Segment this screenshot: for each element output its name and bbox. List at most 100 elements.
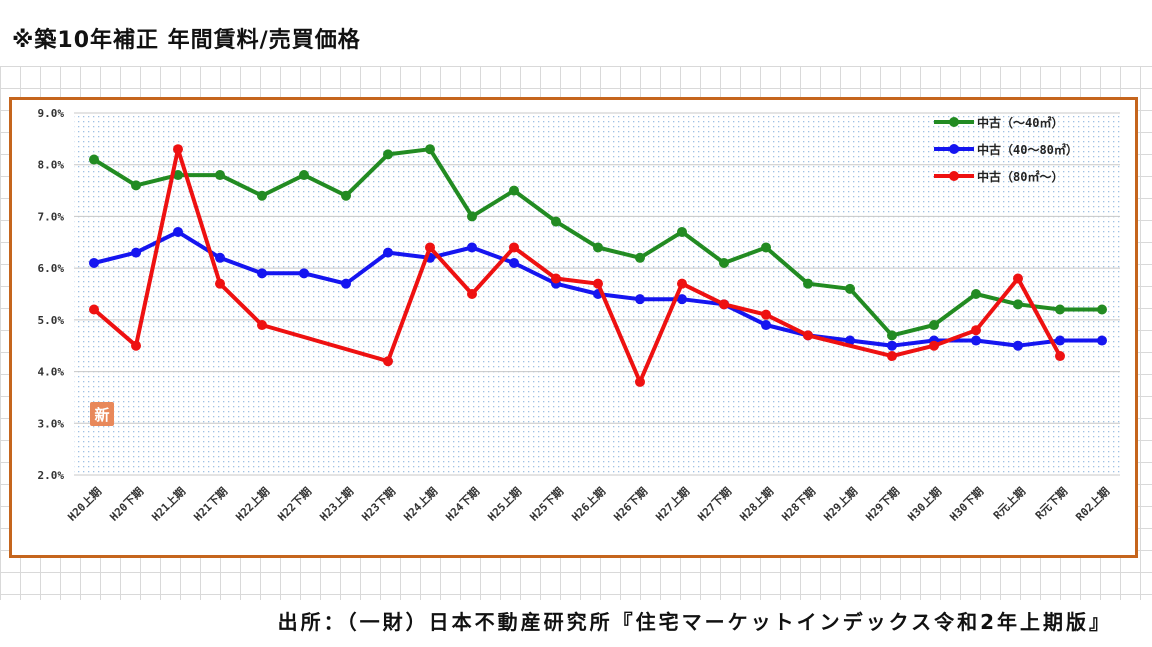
- data-point: [719, 257, 729, 268]
- data-point: [215, 252, 225, 263]
- data-point: [677, 226, 687, 237]
- data-point: [971, 335, 981, 346]
- data-point: [383, 356, 393, 367]
- data-point: [89, 154, 99, 165]
- x-tick-label: H21上期: [149, 484, 189, 524]
- data-point: [257, 190, 267, 201]
- data-point: [971, 289, 981, 299]
- data-point: [509, 185, 519, 196]
- legend-label: 中古（80㎡～）: [977, 169, 1063, 184]
- data-point: [593, 242, 603, 253]
- x-tick-label: H29上期: [821, 484, 861, 524]
- data-point: [845, 283, 855, 294]
- new-badge-box: [90, 402, 114, 426]
- data-point: [89, 304, 99, 315]
- x-tick-label: H23上期: [317, 484, 357, 524]
- y-tick-label: 7.0%: [38, 210, 65, 223]
- x-tick-label: R元下期: [1032, 484, 1070, 522]
- data-point: [131, 340, 141, 351]
- data-point: [299, 268, 309, 279]
- data-point: [299, 170, 309, 181]
- data-point: [887, 330, 897, 341]
- data-point: [845, 335, 855, 346]
- x-tick-label: H28下期: [779, 484, 819, 524]
- grid-lines: [74, 112, 1120, 476]
- y-axis-ticks: 9.0% 8.0% 7.0% 6.0% 5.0% 4.0% 3.0% 2.0%: [38, 107, 65, 482]
- data-point: [803, 330, 813, 341]
- x-tick-label: H21下期: [191, 484, 231, 524]
- series-1: [89, 144, 1107, 341]
- x-tick-label: H30下期: [947, 484, 987, 524]
- data-point: [635, 294, 645, 305]
- data-point: [929, 340, 939, 351]
- data-point: [1013, 340, 1023, 351]
- new-badge-label: 新: [94, 406, 109, 424]
- legend-label: 中古（～40㎡）: [977, 115, 1063, 130]
- y-tick-label: 2.0%: [38, 469, 65, 482]
- chart-frame: 9.0% 8.0% 7.0% 6.0% 5.0% 4.0% 3.0% 2.0% H20上期 H2…: [9, 97, 1138, 558]
- x-tick-label: H27下期: [695, 484, 735, 524]
- data-point: [257, 320, 267, 331]
- x-tick-label: H26下期: [611, 484, 651, 524]
- data-point: [1097, 304, 1107, 315]
- data-point: [215, 278, 225, 289]
- data-point: [1055, 351, 1065, 362]
- data-point: [467, 211, 477, 222]
- data-point: [761, 242, 771, 253]
- x-tick-label: H22下期: [275, 484, 315, 524]
- header-band: [0, 0, 1152, 66]
- data-point: [89, 257, 99, 268]
- source-band: [0, 600, 1152, 647]
- data-point: [425, 242, 435, 253]
- series-layer: [89, 144, 1107, 387]
- data-point: [173, 144, 183, 155]
- data-point: [551, 273, 561, 284]
- y-tick-label: 3.0%: [38, 417, 65, 430]
- data-point: [425, 144, 435, 155]
- x-tick-label: H30上期: [905, 484, 945, 524]
- new-badge: 新: [90, 402, 114, 426]
- x-tick-label: H25下期: [527, 484, 567, 524]
- x-tick-label: H27上期: [653, 484, 693, 524]
- data-point: [677, 294, 687, 305]
- x-tick-label: H26上期: [569, 484, 609, 524]
- data-point: [341, 278, 351, 289]
- data-point: [383, 149, 393, 160]
- x-axis-ticks: H20上期 H20下期 H21上期 H21下期 H22上期 H22下期 H23上期 H23下期…: [65, 484, 1113, 524]
- data-point: [593, 278, 603, 289]
- data-point: [467, 242, 477, 253]
- data-point: [551, 216, 561, 227]
- data-point: [215, 170, 225, 181]
- x-tick-label: H28上期: [737, 484, 777, 524]
- data-point: [257, 268, 267, 279]
- data-point: [173, 226, 183, 237]
- y-tick-label: 9.0%: [38, 107, 65, 120]
- y-tick-label: 4.0%: [38, 366, 65, 379]
- data-point: [1097, 335, 1107, 346]
- x-tick-label: H20下期: [107, 484, 147, 524]
- data-point: [1055, 335, 1065, 346]
- data-point: [1013, 273, 1023, 284]
- x-tick-label: H24上期: [401, 484, 441, 524]
- data-point: [761, 320, 771, 331]
- series-3: [89, 144, 1065, 387]
- x-tick-label: H24下期: [443, 484, 483, 524]
- data-point: [1055, 304, 1065, 315]
- data-point: [929, 320, 939, 331]
- legend-swatch-marker: [949, 117, 959, 127]
- y-tick-label: 8.0%: [38, 159, 65, 172]
- x-tick-label: H22上期: [233, 484, 273, 524]
- data-point: [173, 170, 183, 181]
- data-point: [635, 252, 645, 263]
- x-tick-label: R元上期: [990, 484, 1028, 522]
- data-point: [131, 180, 141, 191]
- legend-label: 中古（40～80㎡）: [977, 142, 1078, 157]
- data-point: [383, 247, 393, 258]
- data-point: [509, 257, 519, 268]
- x-tick-label: H25上期: [485, 484, 525, 524]
- data-point: [467, 289, 477, 299]
- data-point: [887, 340, 897, 351]
- data-point: [635, 376, 645, 387]
- legend-swatch-marker: [949, 144, 959, 154]
- line-chart: 9.0%8.0%7.0%6.0%5.0%4.0%3.0%2.0% H20上期 H2…: [38, 107, 1120, 524]
